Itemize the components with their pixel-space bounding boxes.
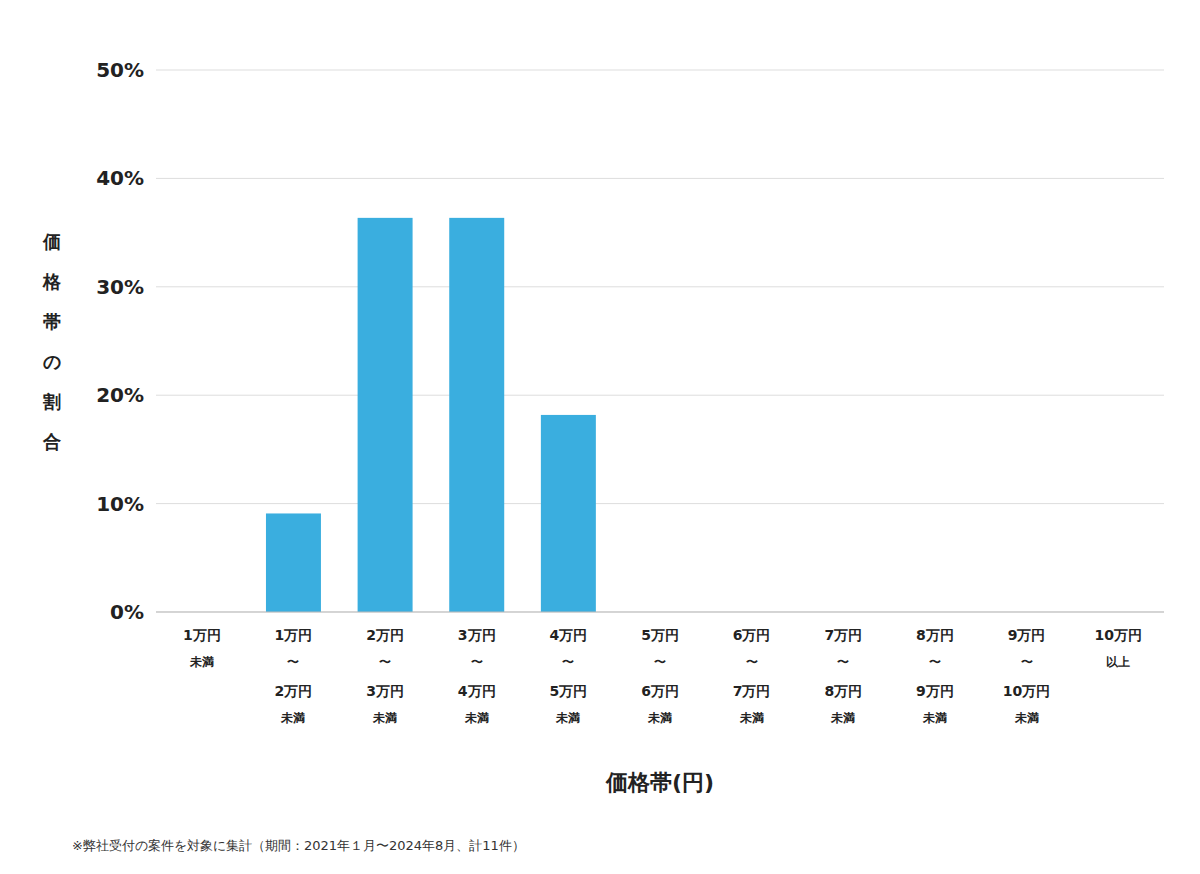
x-tick-line: 7万円	[824, 627, 862, 643]
x-tick-label: 5万円〜 6万円未満	[641, 627, 679, 725]
x-tick-label: 10万円以上	[1094, 627, 1141, 669]
x-tick-label: 2万円〜 3万円未満	[366, 627, 404, 725]
x-tick-line: 5万円	[549, 683, 587, 699]
x-tick-label: 7万円〜 8万円未満	[824, 627, 862, 725]
chart: 0%10%20%30%40%50%1万円未満1万円〜2万円未満2万円〜3万円未満…	[0, 0, 1200, 874]
x-tick-line: 7万円	[733, 683, 771, 699]
bar	[358, 218, 413, 612]
x-tick-line: 〜	[929, 655, 941, 669]
background	[0, 0, 1200, 874]
y-label-char: 合	[42, 431, 61, 452]
x-tick-line: 6万円	[733, 627, 771, 643]
x-tick-line: 4万円	[458, 683, 496, 699]
grid	[156, 70, 1164, 612]
y-tick-label: 20%	[96, 383, 144, 407]
x-tick-label: 1万円〜 2万円未満	[275, 627, 313, 725]
x-tick-line: 1万円	[275, 627, 313, 643]
x-label: 価格帯(円)	[605, 770, 714, 795]
x-tick-line: 未満	[922, 711, 947, 725]
x-tick-label: 6万円〜 7万円未満	[733, 627, 771, 725]
x-tick-line: 未満	[555, 711, 580, 725]
x-tick-line: 〜	[562, 655, 574, 669]
x-tick-line: 〜	[654, 655, 666, 669]
bar	[541, 415, 596, 612]
x-tick-line: 〜	[746, 655, 758, 669]
x-tick-line: 3万円	[366, 683, 404, 699]
grid-line	[156, 178, 1164, 179]
x-tick-line: 10万円	[1003, 683, 1050, 699]
x-tick-line: 以上	[1106, 655, 1130, 669]
x-tick-line: 未満	[372, 711, 397, 725]
x-tick-line: 〜	[287, 655, 299, 669]
bar	[266, 513, 321, 612]
x-tick-line: 10万円	[1094, 627, 1141, 643]
x-tick-line: 3万円	[458, 627, 496, 643]
y-label-char: 価	[42, 231, 61, 252]
x-tick-line: 8万円	[824, 683, 862, 699]
bars	[266, 218, 596, 612]
x-tick-line: 〜	[1021, 655, 1033, 669]
x-tick-line: 6万円	[641, 683, 679, 699]
x-tick-label: 4万円〜 5万円未満	[549, 627, 587, 725]
y-label-char: 帯	[43, 311, 61, 332]
x-tick-line: 未満	[189, 655, 214, 669]
x-tick-label: 8万円〜 9万円未満	[916, 627, 954, 725]
grid-line	[156, 503, 1164, 504]
y-tick-label: 40%	[96, 166, 144, 190]
x-tick-label: 9万円〜 10万円未満	[1003, 627, 1050, 725]
y-label: 価格帯の割合	[42, 231, 62, 452]
x-tick-line: 4万円	[549, 627, 587, 643]
x-tick-line: 未満	[647, 711, 672, 725]
x-tick-line: 未満	[739, 711, 764, 725]
bar	[449, 218, 504, 612]
y-tick-label: 10%	[96, 492, 144, 516]
x-tick-line: 未満	[464, 711, 489, 725]
x-tick-line: 9万円	[1008, 627, 1046, 643]
x-tick-line: 8万円	[916, 627, 954, 643]
x-tick-line: 〜	[837, 655, 849, 669]
x-tick-line: 2万円	[366, 627, 404, 643]
x-tick-label: 1万円未満	[183, 627, 221, 669]
x-tick-line: 〜	[379, 655, 391, 669]
y-label-char: 格	[42, 271, 62, 292]
y-label-char: 割	[42, 391, 61, 412]
x-tick-line: 未満	[1014, 711, 1039, 725]
y-tick-label: 50%	[96, 58, 144, 82]
y-label-char: の	[43, 351, 61, 372]
x-tick-line: 9万円	[916, 683, 954, 699]
x-axis	[156, 612, 1164, 613]
y-tick-label: 30%	[96, 275, 144, 299]
y-tick-label: 0%	[110, 600, 144, 624]
x-tick-line: 〜	[471, 655, 483, 669]
footnote: ※弊社受付の案件を対象に集計（期間：2021年１月〜2024年8月、計11件）	[72, 838, 525, 853]
grid-line	[156, 395, 1164, 396]
x-tick-line: 5万円	[641, 627, 679, 643]
grid-line	[156, 286, 1164, 287]
x-tick-line: 2万円	[275, 683, 313, 699]
x-tick-line: 未満	[830, 711, 855, 725]
x-tick-line: 1万円	[183, 627, 221, 643]
grid-line	[156, 612, 1164, 613]
x-tick-line: 未満	[280, 711, 305, 725]
x-tick-label: 3万円〜 4万円未満	[458, 627, 496, 725]
grid-line	[156, 70, 1164, 71]
